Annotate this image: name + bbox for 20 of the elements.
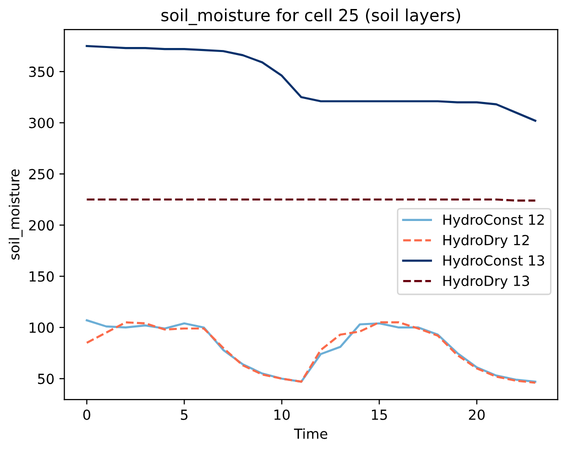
legend-label: HydroConst 13 <box>443 254 544 268</box>
x-tick-label: 0 <box>83 409 90 420</box>
legend-label: HydroConst 12 <box>443 214 544 228</box>
x-tick-label: 20 <box>468 409 485 420</box>
x-axis-title: Time <box>294 428 328 439</box>
y-tick-label: 100 <box>30 322 54 333</box>
legend-label: HydroDry 12 <box>443 234 529 248</box>
y-axis-title: soil_moisture <box>8 169 23 260</box>
x-tick-label: 5 <box>180 410 188 420</box>
y-tick-label: 350 <box>29 66 54 78</box>
y-tick-label: 50 <box>38 374 54 384</box>
chart-title: soil_moisture for cell 25 (soil layers) <box>161 8 460 26</box>
y-tick-label: 150 <box>30 271 54 282</box>
x-tick-label: 15 <box>372 410 387 420</box>
y-tick-label: 200 <box>29 220 54 231</box>
y-tick-label: 300 <box>29 118 54 128</box>
y-tick-label: 250 <box>29 168 54 180</box>
line-series <box>86 44 536 122</box>
x-tick-label: 10 <box>274 409 290 420</box>
legend-label: HydroDry 13 <box>443 275 530 289</box>
